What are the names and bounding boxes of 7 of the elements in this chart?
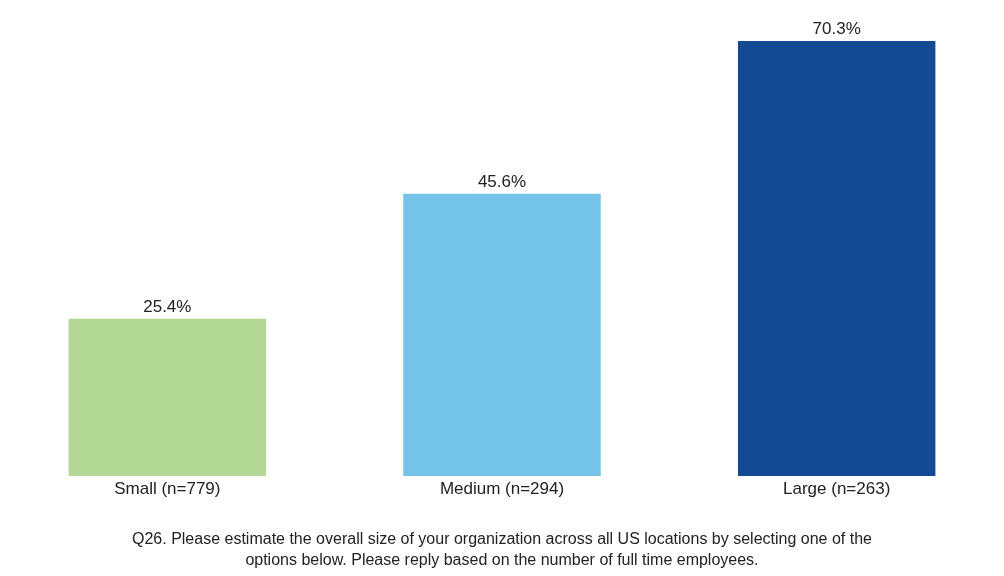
x-tick-label: Medium (n=294) (439, 479, 565, 498)
data-label: 25.4% (143, 296, 192, 316)
text: Q26. Please estimate the overall size of your organization across all US locations by selecting one of the options below. Please reply based on the number of full time employees. (132, 530, 873, 568)
x-tick-label: Large (n=263) (783, 479, 891, 498)
data-label: 70.3% (812, 19, 861, 38)
x-tick-label: Small (n=779) (114, 479, 221, 498)
data-label: 45.6% (477, 171, 527, 191)
